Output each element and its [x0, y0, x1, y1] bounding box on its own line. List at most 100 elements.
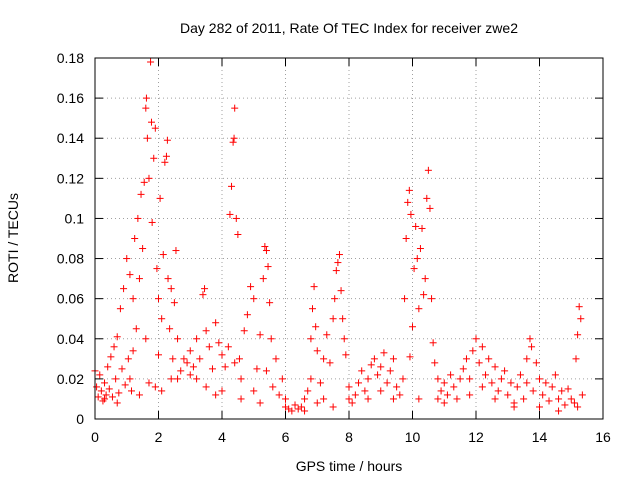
- data-point: [153, 265, 161, 273]
- data-point: [488, 379, 496, 387]
- data-point: [107, 353, 115, 361]
- data-point: [415, 305, 423, 313]
- x-axis-ticks: 0 2 4 6 8 10 12 14 16: [91, 58, 611, 445]
- x-tick-label: 16: [595, 429, 611, 445]
- data-point: [112, 375, 120, 383]
- data-point: [202, 327, 210, 335]
- data-point: [510, 403, 518, 411]
- data-point: [110, 343, 118, 351]
- data-point: [348, 399, 356, 407]
- data-point: [494, 387, 502, 395]
- data-point: [205, 343, 213, 351]
- data-point: [123, 255, 131, 263]
- data-point: [491, 395, 499, 403]
- x-tick-label: 8: [345, 429, 353, 445]
- data-point: [424, 166, 432, 174]
- data-point: [291, 401, 299, 409]
- data-point: [169, 355, 177, 363]
- data-point: [115, 389, 123, 397]
- data-point: [361, 387, 369, 395]
- x-tick-label: 12: [468, 429, 484, 445]
- data-point: [572, 355, 580, 363]
- data-point: [307, 375, 315, 383]
- data-point: [478, 343, 486, 351]
- data-point: [326, 359, 334, 367]
- data-point: [491, 363, 499, 371]
- data-point: [475, 359, 483, 367]
- data-point: [340, 335, 348, 343]
- data-point: [189, 363, 197, 371]
- data-point: [578, 391, 586, 399]
- data-point: [104, 363, 112, 371]
- x-tick-label: 10: [405, 429, 421, 445]
- data-point: [166, 325, 174, 333]
- data-point: [250, 387, 258, 395]
- data-point: [126, 375, 134, 383]
- data-point: [532, 359, 540, 367]
- data-point: [162, 152, 170, 160]
- data-point: [297, 403, 305, 411]
- data-point: [221, 363, 229, 371]
- data-point: [126, 271, 134, 279]
- data-point: [94, 393, 102, 401]
- data-point: [399, 375, 407, 383]
- y-tick-label: 0.08: [57, 251, 84, 267]
- data-point: [212, 391, 220, 399]
- data-point: [256, 331, 264, 339]
- data-point: [482, 371, 490, 379]
- data-point: [151, 124, 159, 132]
- data-point: [224, 343, 232, 351]
- data-point: [234, 230, 242, 238]
- data-point: [101, 395, 109, 403]
- data-point: [231, 359, 239, 367]
- data-point: [401, 295, 409, 303]
- y-tick-label: 0.06: [57, 291, 84, 307]
- data-point: [229, 138, 237, 146]
- data-point: [218, 351, 226, 359]
- data-point: [143, 134, 151, 142]
- data-point: [301, 395, 309, 403]
- data-point: [186, 371, 194, 379]
- data-point: [235, 355, 243, 363]
- data-point: [323, 331, 331, 339]
- data-point: [145, 379, 153, 387]
- data-point: [310, 283, 318, 291]
- data-point: [139, 245, 147, 253]
- data-points: [91, 58, 586, 415]
- data-point: [201, 285, 209, 293]
- data-point: [148, 118, 156, 126]
- data-point: [262, 367, 270, 375]
- data-point: [423, 194, 431, 202]
- x-tick-label: 4: [218, 429, 226, 445]
- data-point: [450, 383, 458, 391]
- data-point: [409, 323, 416, 331]
- data-point: [129, 347, 137, 355]
- data-point: [113, 399, 121, 407]
- x-axis-label: GPS time / hours: [296, 458, 403, 474]
- data-point: [266, 299, 274, 307]
- data-point: [404, 198, 412, 206]
- data-point: [108, 393, 116, 401]
- data-point: [466, 375, 474, 383]
- data-point: [243, 311, 251, 319]
- data-point: [316, 379, 324, 387]
- data-point: [574, 331, 582, 339]
- data-point: [105, 385, 113, 393]
- data-point: [407, 210, 415, 218]
- y-tick-label: 0.12: [57, 170, 84, 186]
- data-point: [121, 381, 129, 389]
- data-point: [312, 323, 320, 331]
- data-point: [364, 395, 372, 403]
- data-point: [215, 339, 223, 347]
- data-point: [151, 383, 159, 391]
- data-point: [164, 275, 172, 283]
- data-point: [389, 395, 397, 403]
- data-point: [307, 335, 315, 343]
- data-point: [208, 365, 216, 373]
- data-point: [575, 303, 583, 311]
- data-point: [116, 305, 124, 313]
- data-point: [288, 407, 296, 415]
- data-point: [142, 104, 150, 112]
- data-point: [504, 391, 512, 399]
